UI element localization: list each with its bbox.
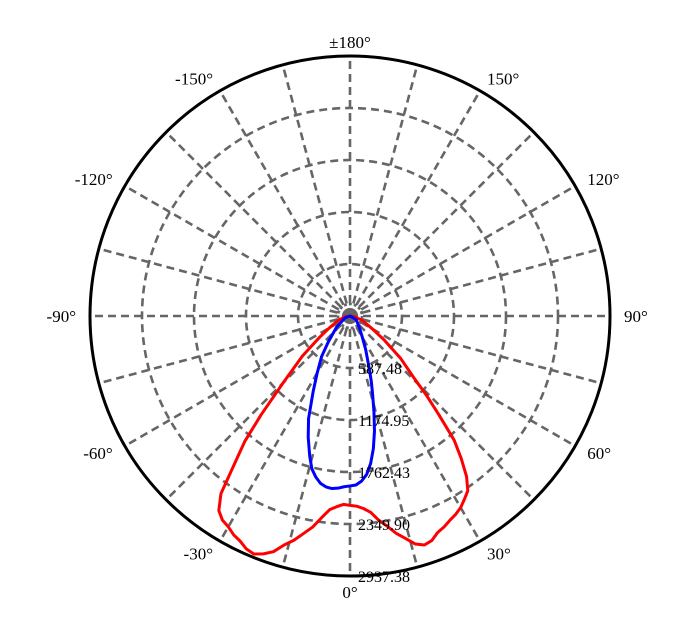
grid-spoke (165, 131, 351, 317)
grid-spoke (349, 314, 576, 448)
angle-label: -30° (184, 544, 213, 563)
grid-ring (192, 158, 508, 474)
grid-spoke (348, 315, 419, 568)
grid-spoke (349, 315, 535, 501)
radial-tick-label: 1762.43 (358, 465, 410, 482)
grid-spoke (98, 247, 351, 318)
grid-spoke (281, 64, 352, 317)
grid-ring (296, 262, 404, 370)
grid-spoke (348, 315, 482, 542)
angle-label: 30° (487, 544, 511, 563)
series-layer (217, 314, 470, 556)
angle-label: 90° (624, 307, 648, 326)
angle-label: ±180° (329, 33, 371, 52)
grid-spoke (98, 314, 351, 385)
angle-label: -120° (75, 170, 113, 189)
angle-label: -150° (175, 70, 213, 89)
radial-tick-label: 1174.95 (358, 413, 409, 430)
grid-spoke (349, 247, 602, 318)
grid-spoke (281, 315, 352, 568)
label-layer: 0° 30° 60° 90° 120° 150° ±180° -150° -120° -90° -6… (47, 33, 648, 602)
grid-spoke (348, 90, 482, 317)
angle-label: 60° (587, 444, 611, 463)
angle-label: -90° (47, 307, 76, 326)
grid-ring (244, 210, 456, 422)
series-curve-1 (217, 314, 470, 556)
grid-spoke (349, 184, 576, 318)
polar-grid (88, 54, 612, 578)
radial-tick-label: 587.48 (358, 361, 402, 378)
angle-label: 120° (587, 170, 619, 189)
angle-label: 150° (487, 70, 519, 89)
radial-tick-label: 2937.38 (358, 569, 410, 586)
grid-spoke (124, 314, 351, 448)
series-curve-2 (306, 314, 376, 491)
grid-spoke (165, 315, 351, 501)
grid-ring-center (336, 302, 364, 330)
polar-frame (88, 54, 612, 578)
grid-ring (140, 106, 560, 526)
grid-spoke (348, 64, 419, 317)
grid-spoke (218, 315, 352, 542)
grid-spoke (349, 314, 602, 385)
angle-label: 0° (342, 583, 357, 602)
angle-label: -60° (83, 444, 112, 463)
grid-spoke (349, 131, 535, 317)
radial-tick-label: 2349.90 (358, 517, 410, 534)
grid-spoke (218, 90, 352, 317)
grid-spoke (124, 184, 351, 318)
